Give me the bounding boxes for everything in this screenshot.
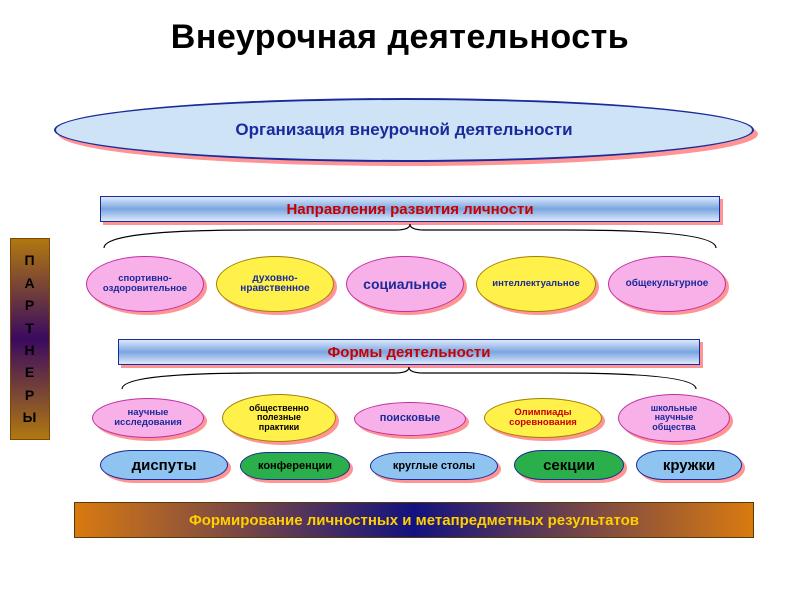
- sidebar-letter: Е: [25, 361, 35, 383]
- form-ellipse-0: научные исследования: [92, 398, 204, 438]
- brace-forms: [118, 367, 700, 391]
- sidebar-letter: Т: [25, 317, 35, 339]
- form-pill-0: диспуты: [100, 450, 228, 480]
- sidebar-letter: Ы: [23, 406, 38, 428]
- form-ellipse-1: общественно полезные практики: [222, 394, 336, 442]
- form-pill-1: конференции: [240, 452, 350, 480]
- brace-directions: [100, 224, 720, 250]
- form-ellipse-3: Олимпиады соревнования: [484, 398, 602, 438]
- direction-ellipse-4: общекультурное: [608, 256, 726, 312]
- bottom-bar-label: Формирование личностных и метапредметных…: [189, 512, 639, 529]
- direction-ellipse-0: спортивно- оздоровительное: [86, 256, 204, 312]
- sidebar-letter: Н: [24, 339, 35, 361]
- direction-ellipse-2: социальное: [346, 256, 464, 312]
- sidebar-letter: П: [24, 249, 35, 271]
- direction-ellipse-3: интеллектуальное: [476, 256, 596, 312]
- direction-ellipse-1: духовно- нравственное: [216, 256, 334, 312]
- section-bar-directions: Направления развития личности: [100, 196, 720, 222]
- sidebar-letter: Р: [25, 384, 35, 406]
- section-bar-forms: Формы деятельности: [118, 339, 700, 365]
- form-ellipse-2: поисковые: [354, 402, 466, 436]
- form-ellipse-4: школьные научные общества: [618, 394, 730, 442]
- sidebar-letter: А: [24, 272, 35, 294]
- form-pill-4: кружки: [636, 450, 742, 480]
- top-ellipse: Организация внеурочной деятельности: [54, 98, 754, 162]
- form-pill-3: секции: [514, 450, 624, 480]
- top-ellipse-label: Организация внеурочной деятельности: [235, 120, 572, 140]
- sidebar-partners: ПАРТНЕРЫ: [10, 238, 50, 440]
- form-pill-2: круглые столы: [370, 452, 498, 480]
- bottom-bar: Формирование личностных и метапредметных…: [74, 502, 754, 538]
- sidebar-letter: Р: [25, 294, 35, 316]
- page-title: Внеурочная деятельность: [0, 0, 800, 57]
